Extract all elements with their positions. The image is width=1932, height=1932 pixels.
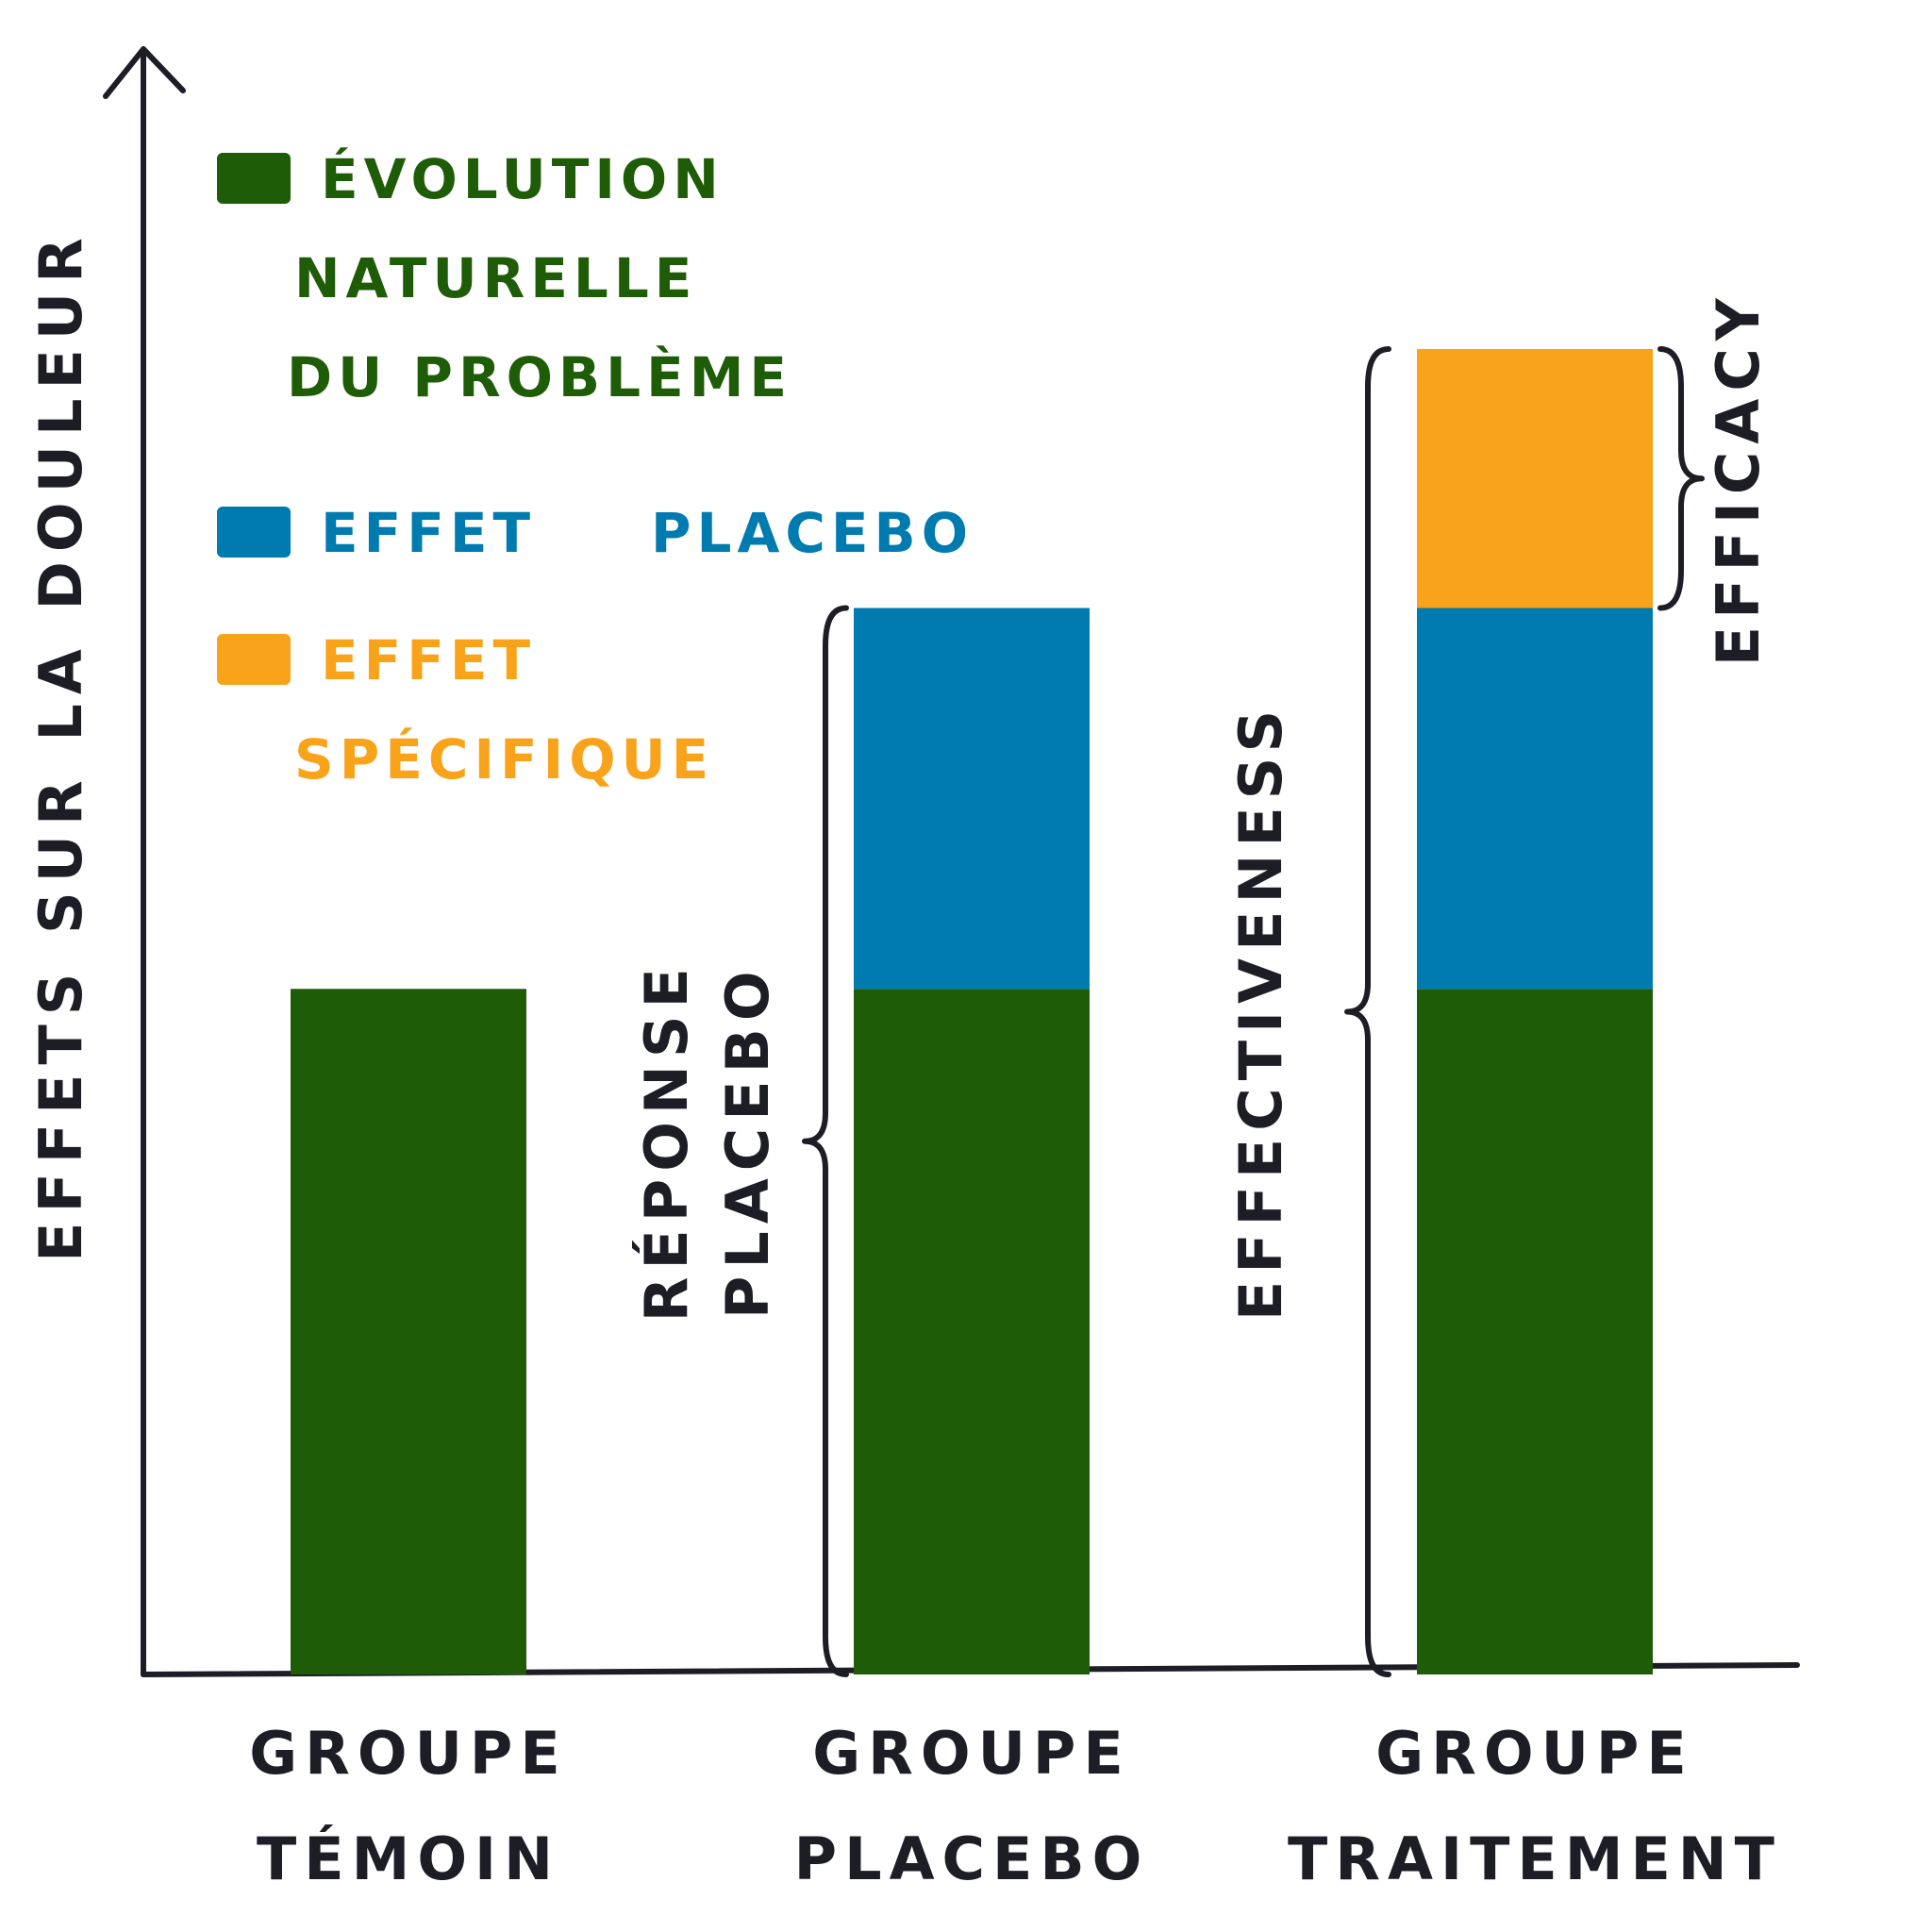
bar-2-series-0 [1417, 989, 1653, 1674]
brace-label-0: RÉPONSE PLACEBO [632, 960, 782, 1322]
brace-2 [1657, 345, 1705, 611]
legend-label-0: ÉVOLUTION NATURELLE DU PROBLÈME [287, 146, 792, 409]
brace-label-1: EFFECTIVENESS [1226, 703, 1295, 1321]
legend-swatch-1 [217, 507, 291, 558]
legend: ÉVOLUTION NATURELLE DU PROBLÈME EFFET PLACEB… [217, 146, 974, 791]
y-axis-arrowhead [103, 46, 186, 99]
brace-1 [1344, 345, 1391, 1677]
braces [802, 345, 1705, 1677]
bar-1-series-0 [854, 989, 1090, 1674]
brace-label-2: EFFICACY [1704, 291, 1773, 666]
y-axis-title: EFFETS SUR LA DOULEUR [26, 228, 95, 1262]
bars [291, 348, 1653, 1674]
legend-label-2: EFFET SPÉCIFIQUE [294, 628, 714, 791]
bar-2-series-2 [1417, 348, 1653, 608]
category-label-1: GROUPE PLACEBO [794, 1719, 1150, 1893]
category-label-2: GROUPE TRAITEMENT [1288, 1719, 1782, 1893]
legend-swatch-0 [217, 153, 291, 204]
legend-label-1: EFFET PLACEBO [321, 501, 974, 565]
category-label-0: GROUPE TÉMOIN [249, 1719, 567, 1893]
bar-1-series-1 [854, 608, 1090, 990]
brace-0 [802, 605, 849, 1677]
legend-swatch-2 [217, 634, 291, 685]
bar-2-series-1 [1417, 608, 1653, 990]
labels: EFFETS SUR LA DOULEUR GROUPE TÉMOIN GROUPE P… [26, 228, 1782, 1893]
bar-0-series-0 [291, 989, 526, 1674]
